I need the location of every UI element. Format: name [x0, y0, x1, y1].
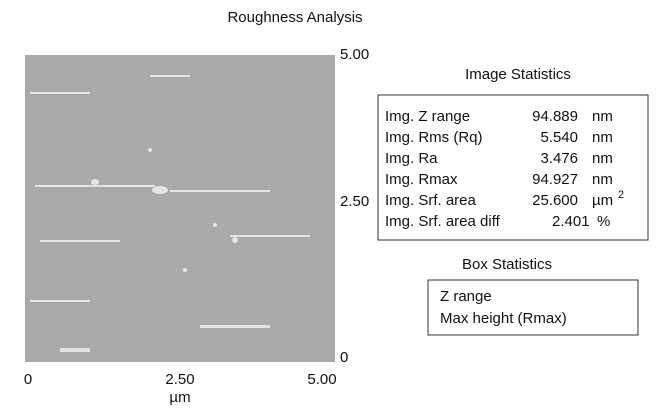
particle — [232, 237, 238, 243]
stat-value: 94.889 — [532, 108, 578, 125]
y-label: 0 — [340, 349, 348, 366]
box-stat-label: Max height (Rmax) — [440, 310, 567, 327]
stat-label: Img. Z range — [385, 108, 470, 125]
stat-value: 5.540 — [540, 129, 578, 146]
afm-image — [25, 55, 335, 362]
stat-unit: µm — [592, 192, 613, 209]
stat-unit: % — [597, 213, 610, 230]
image-stats-title: Image Statistics — [465, 66, 571, 83]
x-label: 0 — [24, 371, 32, 388]
box-stats-box — [427, 279, 639, 336]
stat-value: 25.600 — [532, 192, 578, 209]
streak — [230, 235, 310, 237]
x-unit: µm — [169, 389, 190, 406]
title: Roughness Analysis — [227, 9, 362, 26]
stat-label: Img. Ra — [385, 150, 438, 167]
streak — [150, 75, 190, 77]
particle — [91, 179, 99, 185]
box-stats-title: Box Statistics — [462, 256, 552, 273]
particle — [213, 223, 217, 227]
streak — [30, 92, 90, 94]
streak — [200, 325, 270, 328]
streak — [35, 185, 155, 187]
image-stats-box — [377, 94, 649, 241]
particle — [183, 268, 187, 272]
image-surface — [25, 55, 335, 362]
stat-unit: nm — [592, 150, 613, 167]
y-label: 2.50 — [340, 193, 369, 210]
stat-unit: nm — [592, 171, 613, 188]
stat-unit: nm — [592, 108, 613, 125]
x-label: 5.00 — [307, 371, 336, 388]
y-label: 5.00 — [340, 46, 369, 63]
stat-unit: nm — [592, 129, 613, 146]
stat-value: 3.476 — [540, 150, 578, 167]
x-label: 2.50 — [165, 371, 194, 388]
streak — [60, 348, 90, 352]
stat-value: 94.927 — [532, 171, 578, 188]
stat-label: Img. Rms (Rq) — [385, 129, 483, 146]
streak — [170, 190, 270, 192]
surface-features — [30, 75, 310, 352]
stat-label: Img. Rmax — [385, 171, 458, 188]
particle — [152, 186, 168, 194]
streak — [30, 300, 90, 302]
box-stats-rows: Z range Max height (Rmax) — [440, 288, 567, 327]
particle — [148, 148, 152, 152]
stat-label: Img. Srf. area diff — [385, 213, 501, 230]
stat-unit-exponent: 2 — [618, 189, 624, 201]
stat-value: 2.401 — [552, 213, 590, 230]
image-stats-rows: Img. Z range 94.889 nm Img. Rms (Rq) 5.540 nm… — [385, 108, 624, 230]
stat-label: Img. Srf. area — [385, 192, 477, 209]
streak — [40, 240, 120, 242]
box-stat-label: Z range — [440, 288, 492, 305]
